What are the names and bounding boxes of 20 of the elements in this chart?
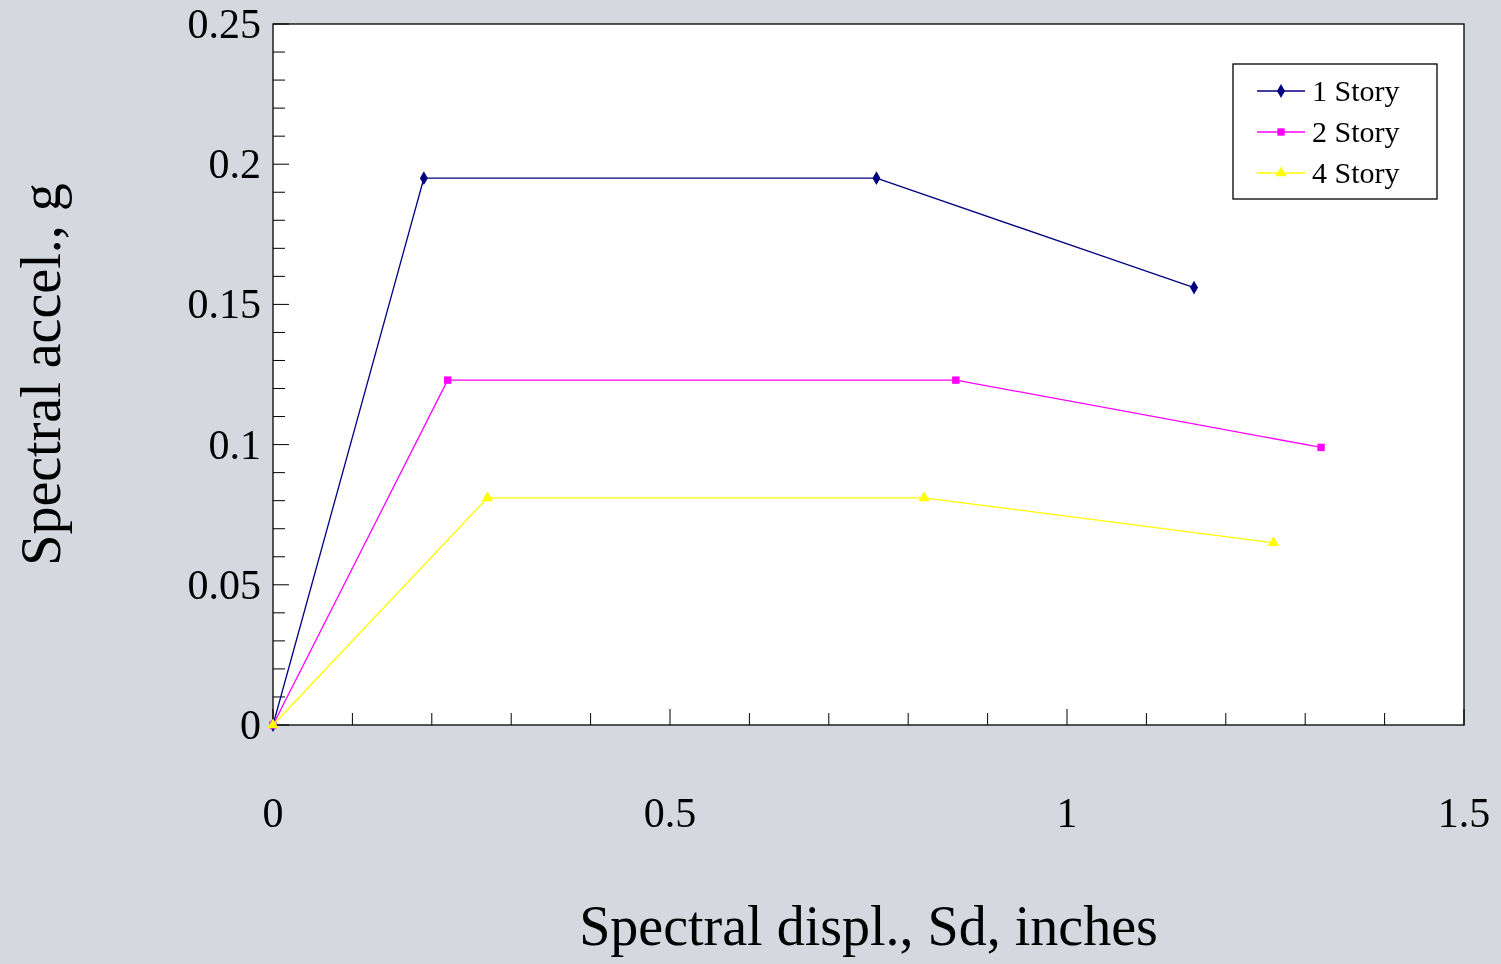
legend-label: 1 Story xyxy=(1312,74,1400,107)
point xyxy=(1317,443,1325,452)
y-tick-label: 0.25 xyxy=(187,1,261,47)
y-tick-label: 0.2 xyxy=(208,141,261,188)
legend-label: 2 Story xyxy=(1312,115,1400,148)
y-axis-title: Spectral accel., g xyxy=(10,183,72,566)
point xyxy=(952,376,960,384)
y-tick-label: 0.15 xyxy=(187,281,261,328)
x-tick-label: 0.5 xyxy=(643,790,697,836)
x-axis-title: Spectral displ., Sd, inches xyxy=(579,895,1158,957)
point xyxy=(918,491,930,502)
point xyxy=(481,491,494,502)
y-tick-label: 0.1 xyxy=(208,421,261,468)
y-tick-label: 0 xyxy=(240,702,261,748)
y-tick-label: 0.05 xyxy=(187,561,261,608)
x-tick-label: 1 xyxy=(1056,790,1078,836)
point xyxy=(443,376,452,384)
legend-label: 4 Story xyxy=(1312,156,1400,189)
point xyxy=(1267,536,1280,546)
x-tick-label: 1.5 xyxy=(1437,790,1491,836)
